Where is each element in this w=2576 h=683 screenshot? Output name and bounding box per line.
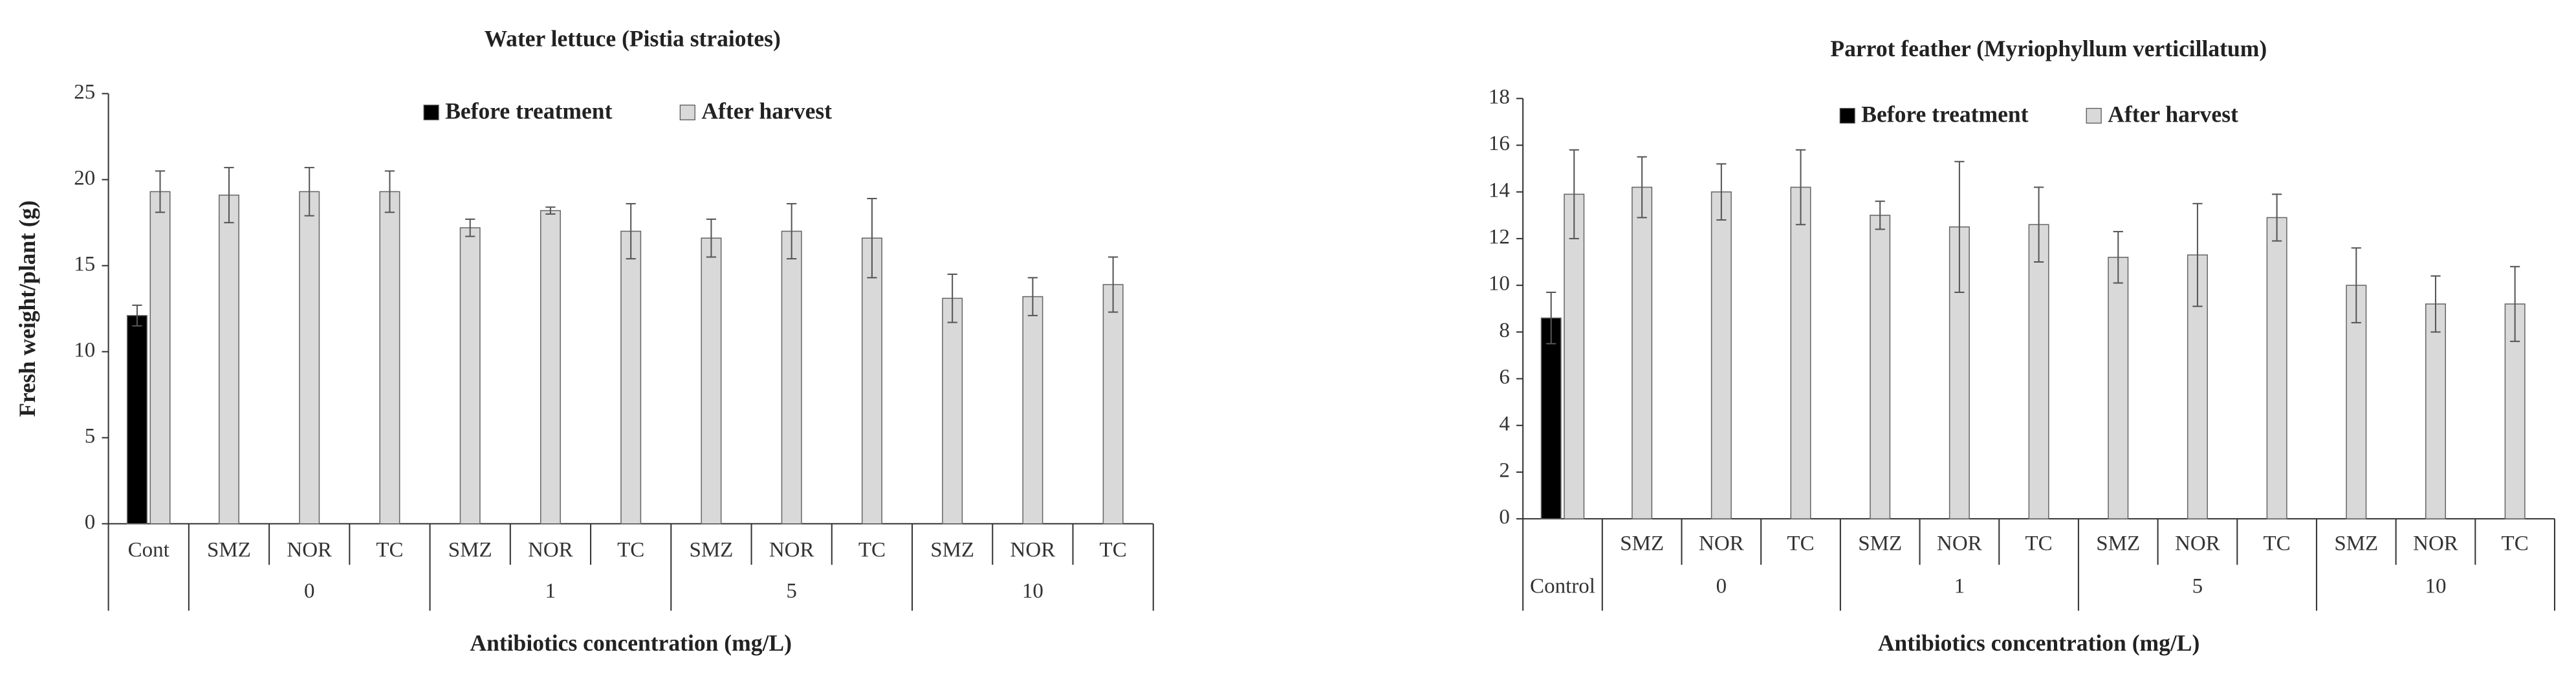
bar xyxy=(781,230,802,525)
y-tick-label: 10 xyxy=(74,338,95,362)
y-tick-label: 5 xyxy=(85,424,96,448)
y-tick-label: 16 xyxy=(1489,132,1510,155)
x-tick-label: TC xyxy=(2264,532,2291,555)
y-tick-label: 12 xyxy=(1489,226,1510,249)
bar xyxy=(299,191,320,525)
x-tick-label: SMZ xyxy=(689,539,733,562)
y-tick-label: 2 xyxy=(1499,459,1510,482)
x-tick-label: Cont xyxy=(128,539,169,562)
legend-swatch xyxy=(423,104,439,120)
y-tick-label: 25 xyxy=(74,80,95,103)
bar xyxy=(2425,303,2446,519)
x-tick-label: TC xyxy=(376,539,403,562)
x-tick-label: NOR xyxy=(769,539,814,562)
group-label: 10 xyxy=(1022,580,1043,603)
group-label: 5 xyxy=(2192,574,2203,598)
y-tick-label: 15 xyxy=(74,252,95,276)
bar xyxy=(2266,217,2287,519)
bar xyxy=(2108,257,2129,519)
bar xyxy=(1870,215,1891,519)
x-tick-label: NOR xyxy=(1937,532,1982,555)
bar xyxy=(620,230,642,525)
bar xyxy=(540,210,561,525)
bar xyxy=(1102,284,1124,525)
x-axis-label: Antibiotics concentration (mg/L) xyxy=(470,630,791,656)
legend-label: After harvest xyxy=(701,98,832,124)
bar xyxy=(2346,285,2367,519)
group-label: 5 xyxy=(786,580,797,603)
y-tick-label: 8 xyxy=(1499,319,1510,342)
bar xyxy=(1632,186,1653,519)
bar xyxy=(2028,224,2049,519)
y-tick-label: 20 xyxy=(74,166,95,190)
y-tick-label: 10 xyxy=(1489,272,1510,296)
bar xyxy=(861,237,882,525)
x-tick-label: SMZ xyxy=(2334,532,2378,555)
bar xyxy=(1790,186,1811,519)
chart: Parrot feather (Myriophyllum verticillat… xyxy=(1489,36,2556,656)
x-tick-label: NOR xyxy=(1010,539,1056,562)
legend-swatch xyxy=(679,104,695,120)
x-tick-label: NOR xyxy=(2175,532,2220,555)
bar xyxy=(1564,193,1585,519)
bar xyxy=(942,298,963,525)
bar xyxy=(149,191,171,525)
group-label: 1 xyxy=(1954,574,1965,598)
legend-label: Before treatment xyxy=(445,98,612,124)
legend-swatch xyxy=(1839,107,1855,124)
x-tick-label: TC xyxy=(2025,532,2052,555)
y-tick-label: 4 xyxy=(1499,412,1510,435)
y-tick-label: 0 xyxy=(85,510,96,534)
legend-label: After harvest xyxy=(2108,101,2238,127)
x-tick-label: NOR xyxy=(528,539,573,562)
group-label: 0 xyxy=(304,580,315,603)
y-tick-label: 6 xyxy=(1499,365,1510,389)
y-tick-label: 18 xyxy=(1489,85,1510,109)
chart-title: Parrot feather (Myriophyllum verticillat… xyxy=(1830,36,2267,61)
y-tick-label: 0 xyxy=(1499,506,1510,529)
bar xyxy=(459,227,481,525)
bar xyxy=(379,191,400,525)
bar xyxy=(1022,296,1043,525)
x-tick-label: SMZ xyxy=(1858,532,1902,555)
x-tick-label: SMZ xyxy=(930,539,974,562)
x-tick-label: NOR xyxy=(287,539,332,562)
x-tick-label: SMZ xyxy=(2096,532,2140,555)
bar xyxy=(218,194,239,525)
chart-title: Water lettuce (Pistia straiotes) xyxy=(485,26,781,52)
bar xyxy=(1540,317,1562,519)
x-tick-label: TC xyxy=(1787,532,1814,555)
x-tick-label: NOR xyxy=(2413,532,2458,555)
bar xyxy=(701,237,722,525)
y-tick-label: 14 xyxy=(1489,179,1510,202)
x-tick-label: TC xyxy=(858,539,886,562)
x-tick-label: SMZ xyxy=(207,539,251,562)
group-label: 0 xyxy=(1716,574,1727,598)
chart: Water lettuce (Pistia straiotes) Antibiot… xyxy=(14,26,1154,656)
legend-swatch xyxy=(2086,107,2102,124)
group-label: 10 xyxy=(2425,574,2446,598)
x-axis-label: Antibiotics concentration (mg/L) xyxy=(1878,630,2199,656)
y-axis-label: Fresh weight/plant (g) xyxy=(14,201,40,417)
bar xyxy=(126,315,147,525)
x-tick-label: NOR xyxy=(1699,532,1744,555)
group-label: Control xyxy=(1530,574,1595,598)
bar xyxy=(1710,191,1732,519)
x-tick-label: SMZ xyxy=(1620,532,1664,555)
x-tick-label: TC xyxy=(2502,532,2529,555)
x-tick-label: TC xyxy=(617,539,644,562)
x-tick-label: TC xyxy=(1100,539,1127,562)
x-tick-label: SMZ xyxy=(448,539,492,562)
group-label: 1 xyxy=(545,580,556,603)
legend-label: Before treatment xyxy=(1861,101,2028,127)
